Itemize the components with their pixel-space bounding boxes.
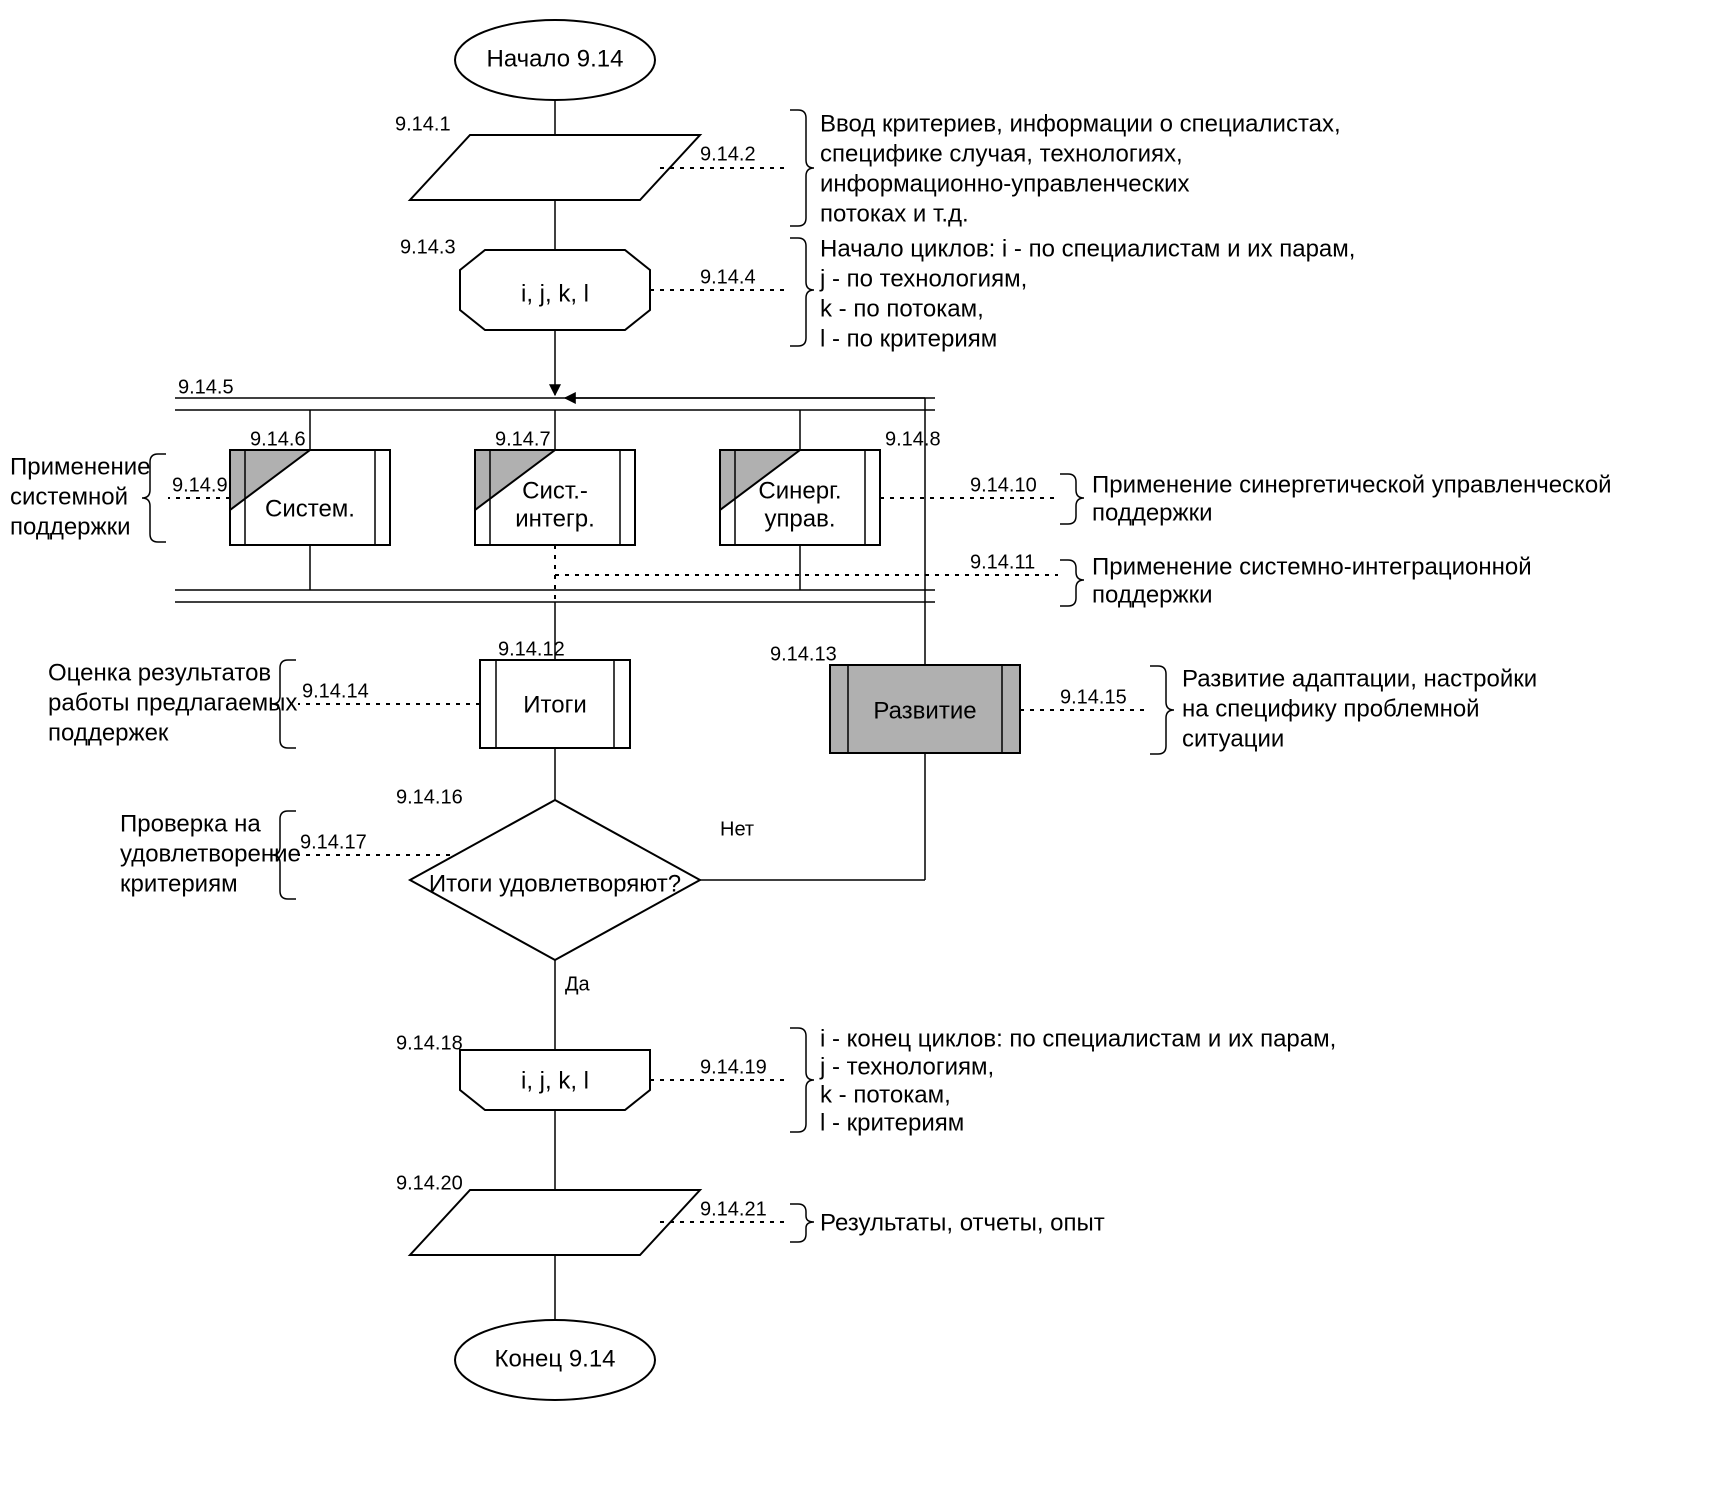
text-19-3: l - критериям — [820, 1109, 964, 1136]
text-10-1: поддержки — [1092, 499, 1212, 526]
text-9-2: поддержки — [10, 513, 130, 540]
bracket-11 — [1060, 560, 1084, 606]
text-11-1: поддержки — [1092, 581, 1212, 608]
text-21-0: Результаты, отчеты, опыт — [820, 1209, 1105, 1236]
text-4-1: j - по технологиям, — [819, 265, 1027, 292]
num-7: 9.14.7 — [495, 428, 551, 450]
text-11-0: Применение системно-интеграционной — [1092, 553, 1532, 580]
num-21: 9.14.21 — [700, 1198, 767, 1220]
text-17-2: критериям — [120, 870, 238, 897]
num-20: 9.14.20 — [396, 1172, 463, 1194]
text-17-1: удовлетворение — [120, 840, 301, 867]
text-10-0: Применение синергетической управленческо… — [1092, 471, 1612, 498]
label-7-0: Сист.- — [522, 477, 588, 504]
text-19-0: i - конец циклов: по специалистам и их п… — [820, 1025, 1336, 1052]
start-label: Начало 9.14 — [486, 45, 623, 72]
num-17: 9.14.17 — [300, 831, 367, 853]
node-output — [410, 1190, 700, 1255]
end-label: Конец 9.14 — [494, 1345, 615, 1372]
bracket-21 — [790, 1204, 814, 1242]
num-13: 9.14.13 — [770, 643, 837, 665]
label-18: i, j, k, l — [521, 1067, 589, 1094]
label-12: Итоги — [523, 691, 586, 718]
text-19-2: k - потокам, — [820, 1081, 951, 1108]
label-8-0: Синерг. — [758, 477, 841, 504]
num-16: 9.14.16 — [396, 786, 463, 808]
label-yes: Да — [565, 973, 591, 995]
text-2-2: информационно-управленческих — [820, 170, 1190, 197]
num-5: 9.14.5 — [178, 376, 234, 398]
text-2-1: специфике случая, технологиях, — [820, 140, 1183, 167]
text-14-1: работы предлагаемых — [48, 689, 297, 716]
text-14-2: поддержек — [48, 719, 169, 746]
text-19-1: j - технологиям, — [819, 1053, 994, 1080]
label-16: Итоги удовлетворяют? — [429, 870, 681, 897]
num-11: 9.14.11 — [970, 551, 1035, 573]
node-sistem: Систем. — [230, 450, 390, 545]
text-9-0: Применение — [10, 453, 150, 480]
text-15-0: Развитие адаптации, настройки — [1182, 665, 1537, 692]
text-4-3: l - по критериям — [820, 325, 997, 352]
num-18: 9.14.18 — [396, 1032, 463, 1054]
label-no: Нет — [720, 818, 754, 840]
text-4-0: Начало циклов: i - по специалистам и их … — [820, 235, 1355, 262]
num-6: 9.14.6 — [250, 428, 306, 450]
num-9: 9.14.9 — [172, 474, 228, 496]
node-itogi: Итоги — [480, 660, 630, 748]
num-15: 9.14.15 — [1060, 686, 1127, 708]
label-13: Развитие — [873, 697, 976, 724]
text-15-2: ситуации — [1182, 725, 1284, 752]
num-2: 9.14.2 — [700, 143, 756, 165]
node-sinerg: Синерг. управ. — [720, 450, 880, 545]
num-1: 9.14.1 — [395, 113, 451, 135]
text-2-3: потоках и т.д. — [820, 200, 969, 227]
bracket-2 — [790, 110, 814, 226]
text-9-1: системной — [10, 483, 128, 510]
num-14: 9.14.14 — [302, 680, 369, 702]
label-8-1: управ. — [764, 505, 835, 532]
node-razvitie: Развитие — [830, 665, 1020, 753]
text-14-0: Оценка результатов — [48, 659, 271, 686]
text-17-0: Проверка на — [120, 810, 261, 837]
num-19: 9.14.19 — [700, 1056, 767, 1078]
label-6: Систем. — [265, 495, 355, 522]
text-4-2: k - по потокам, — [820, 295, 984, 322]
num-10: 9.14.10 — [970, 474, 1037, 496]
num-3: 9.14.3 — [400, 236, 456, 258]
bracket-19 — [790, 1028, 814, 1132]
num-4: 9.14.4 — [700, 266, 756, 288]
label-3: i, j, k, l — [521, 280, 589, 307]
flowchart: Начало 9.14 9.14.1 9.14.2 Ввод критериев… — [0, 0, 1735, 1507]
node-sist-integr: Сист.- интегр. — [475, 450, 635, 545]
num-8: 9.14.8 — [885, 428, 941, 450]
num-12: 9.14.12 — [498, 638, 565, 660]
bracket-15 — [1150, 666, 1174, 754]
node-input-1 — [410, 135, 700, 200]
text-2-0: Ввод критериев, информации о специалиста… — [820, 110, 1341, 137]
bracket-10 — [1060, 474, 1084, 524]
text-15-1: на специфику проблемной — [1182, 695, 1480, 722]
bracket-4 — [790, 238, 814, 346]
label-7-1: интегр. — [515, 505, 595, 532]
